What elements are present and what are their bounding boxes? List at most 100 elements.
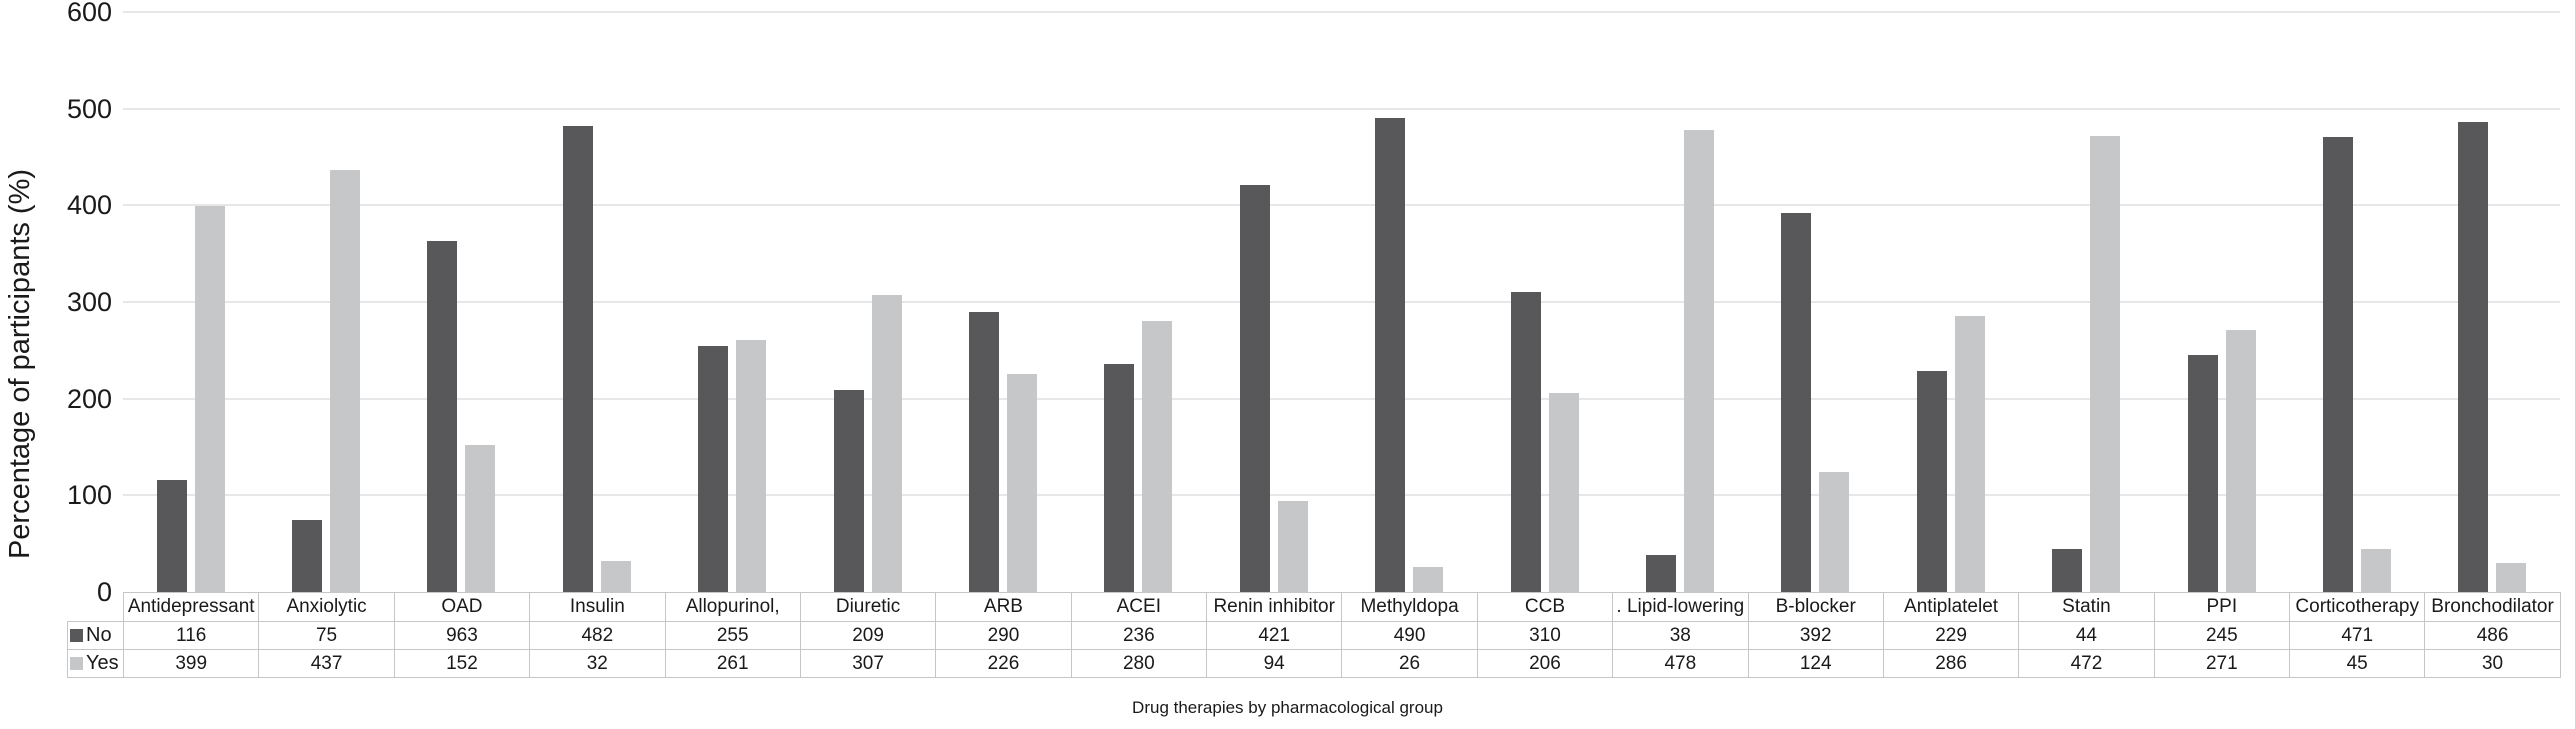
bar-no-ppi: [2187, 355, 2218, 592]
bar-yes-methyldopa: [1413, 566, 1444, 592]
value-yes-acei: 280: [1070, 649, 1208, 678]
bar-no-diuretic: [833, 389, 864, 592]
bar-yes-diuretic: [871, 295, 902, 592]
bar-yes-allopurinol: [736, 339, 767, 592]
x-axis-title: Drug therapies by pharmacological group: [1132, 698, 1443, 717]
category-header-methyldopa: Methyldopa: [1341, 592, 1478, 622]
legend-cell-no: No: [67, 621, 124, 650]
value-yes-renin-inhibitor: 94: [1205, 649, 1343, 678]
bar-group-antiplatelet: [1883, 12, 2018, 592]
bar-no-antidepressant: [156, 479, 187, 592]
bar-no-ccb: [1510, 292, 1541, 592]
y-tick-label-600: 600: [66, 0, 112, 27]
bar-group-bronchodilator: [2425, 12, 2560, 592]
category-header-bronchodilator: Bronchodilator: [2424, 592, 2561, 622]
bar-yes-corticotherapy: [2360, 548, 2391, 592]
gridline-400: [123, 204, 2560, 207]
bar-yes-antiplatelet: [1954, 315, 1985, 592]
bar-yes-anxiolytic: [330, 169, 361, 592]
value-no-acei: 236: [1070, 621, 1208, 650]
value-no-ppi: 245: [2153, 621, 2291, 650]
category-header-arb: ARB: [935, 592, 1072, 622]
value-no-corticotherapy: 471: [2288, 621, 2426, 650]
bar-yes-insulin: [600, 561, 631, 592]
value-yes-oad: 152: [393, 649, 531, 678]
bar-yes-oad: [465, 445, 496, 592]
bar-no-acei: [1104, 363, 1135, 592]
bar-yes-renin-inhibitor: [1277, 501, 1308, 592]
y-tick-label-500: 500: [66, 93, 112, 124]
bar-group-renin-inhibitor: [1206, 12, 1341, 592]
value-yes-statin: 472: [2018, 649, 2155, 678]
bar-group-oad: [394, 12, 529, 592]
value-no-antiplatelet: 229: [1882, 621, 2020, 650]
value-yes-bronchodilator: 30: [2424, 649, 2561, 678]
value-yes-ccb: 206: [1476, 649, 1614, 678]
bar-group-diuretic: [800, 12, 935, 592]
bar-group-antidepressant: [123, 12, 258, 592]
bar-no-methyldopa: [1375, 118, 1406, 592]
value-no-anxiolytic: 75: [258, 621, 395, 650]
value-yes-methyldopa: 26: [1341, 649, 1478, 678]
value-no-oad: 963: [393, 621, 531, 650]
category-header-statin: Statin: [2018, 592, 2155, 622]
value-yes-antidepressant: 399: [122, 649, 260, 678]
y-tick-label-100: 100: [66, 480, 112, 511]
value-no-insulin: 482: [529, 621, 666, 650]
value-no-methyldopa: 490: [1341, 621, 1478, 650]
bar-group-lipid-lowering: [1612, 12, 1747, 592]
value-yes-antiplatelet: 286: [1882, 649, 2020, 678]
gridline-500: [123, 107, 2560, 110]
value-yes-anxiolytic: 437: [258, 649, 395, 678]
bar-group-corticotherapy: [2289, 12, 2424, 592]
category-header-lipid-lowering: . Lipid-lowering: [1612, 592, 1749, 622]
y-tick-label-300: 300: [66, 287, 112, 317]
bar-yes-ppi: [2225, 330, 2256, 592]
category-header-b-blocker: B-blocker: [1747, 592, 1884, 622]
bar-group-insulin: [529, 12, 664, 592]
bar-group-ppi: [2154, 12, 2289, 592]
value-no-ccb: 310: [1476, 621, 1614, 650]
bar-group-b-blocker: [1748, 12, 1883, 592]
value-no-diuretic: 209: [799, 621, 937, 650]
category-header-allopurinol: Allopurinol,: [664, 592, 801, 622]
value-no-antidepressant: 116: [122, 621, 260, 650]
bar-yes-arb: [1007, 373, 1038, 592]
bar-group-statin: [2018, 12, 2153, 592]
y-axis-tick-labels: 0 100 200 300 400 500 600: [0, 0, 112, 729]
category-header-antiplatelet: Antiplatelet: [1882, 592, 2020, 622]
value-no-bronchodilator: 486: [2424, 621, 2561, 650]
bar-yes-bronchodilator: [2496, 563, 2527, 592]
bar-group-anxiolytic: [258, 12, 393, 592]
y-tick-label-200: 200: [66, 383, 112, 414]
bar-no-b-blocker: [1781, 213, 1812, 592]
bar-yes-antidepressant: [194, 206, 225, 592]
plot-area: [123, 11, 2560, 592]
bar-no-anxiolytic: [292, 519, 323, 592]
bar-no-antiplatelet: [1916, 370, 1947, 592]
bar-no-statin: [2052, 549, 2083, 592]
bar-group-acei: [1071, 12, 1206, 592]
value-yes-arb: 226: [935, 649, 1072, 678]
bar-no-allopurinol: [698, 345, 729, 592]
bar-yes-acei: [1142, 321, 1173, 592]
y-tick-label-0: 0: [96, 577, 112, 607]
category-header-acei: ACEI: [1070, 592, 1208, 622]
value-no-statin: 44: [2018, 621, 2155, 650]
category-header-ccb: CCB: [1476, 592, 1614, 622]
value-no-arb: 290: [935, 621, 1072, 650]
legend-no-swatch: [70, 629, 83, 642]
value-no-b-blocker: 392: [1747, 621, 1884, 650]
table-row-no: No 116 75 963 482 255 209 290 236 421 490 310 38 392 2…: [67, 621, 2561, 650]
gridline-300: [123, 301, 2560, 303]
value-yes-corticotherapy: 45: [2288, 649, 2426, 678]
gridline-600: [123, 11, 2560, 13]
bar-yes-b-blocker: [1819, 472, 1850, 592]
value-yes-ppi: 271: [2153, 649, 2291, 678]
category-header-antidepressant: Antidepressant: [122, 592, 260, 622]
bar-group-allopurinol: [665, 12, 800, 592]
legend-yes-swatch: [70, 657, 83, 670]
bar-no-renin-inhibitor: [1239, 185, 1270, 592]
bar-no-arb: [969, 311, 1000, 592]
legend-no-label: No: [86, 624, 112, 646]
